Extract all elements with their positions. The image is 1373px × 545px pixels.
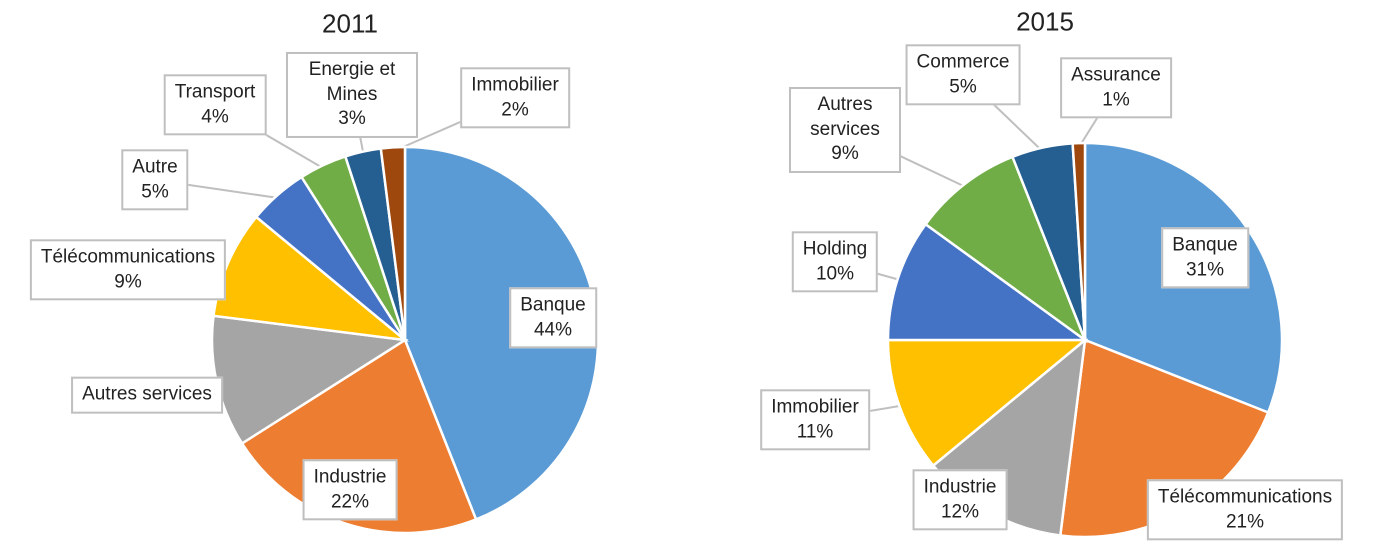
label-category: Industrie [313, 466, 387, 488]
data-label: Autres services 9% [789, 86, 901, 174]
label-category: Immobilier [771, 396, 859, 418]
label-value: 21% [1225, 511, 1265, 532]
label-value: 1% [1102, 89, 1130, 110]
label-category: Autres services [810, 93, 880, 140]
label-value: 22% [330, 491, 370, 512]
label-category: Immobilier [471, 74, 559, 96]
data-label: Commerce 5% [905, 44, 1021, 106]
label-category: Banque [1172, 234, 1238, 256]
data-label: Industrie 12% [912, 469, 1008, 531]
label-value: 9% [831, 143, 859, 165]
data-label: Holding 10% [791, 231, 879, 293]
label-value: 9% [114, 271, 142, 292]
label-category: Commerce [916, 51, 1010, 73]
label-category: Assurance [1071, 64, 1161, 86]
pie-slice [240, 338, 478, 535]
pie-slice [923, 155, 1088, 344]
data-label: Autre 5% [121, 149, 189, 211]
pie-slice [379, 145, 407, 341]
data-label: Télécommunications 9% [29, 239, 227, 301]
label-value: 31% [1185, 259, 1225, 280]
label-value: 10% [815, 263, 855, 284]
label-category: Holding [802, 238, 868, 260]
label-category: Télécommunications [40, 246, 216, 268]
pie-slice [886, 338, 1089, 468]
label-category: Industrie [923, 476, 997, 498]
data-label: Banque 31% [1161, 227, 1249, 289]
label-category: Télécommunications [1157, 486, 1333, 508]
label-category: Autres services [82, 383, 212, 405]
label-value: 5% [949, 76, 977, 97]
data-label: Assurance 1% [1060, 57, 1172, 119]
data-label: Transport 4% [163, 74, 267, 136]
label-category: Autre [132, 156, 178, 178]
label-value: 3% [338, 108, 366, 130]
label-value: 11% [796, 421, 834, 442]
label-category: Banque [520, 294, 586, 316]
chart-title: 2015 [1016, 6, 1074, 37]
label-category: Energie et Mines [308, 58, 396, 105]
label-value: 2% [501, 99, 529, 120]
data-label: Energie et Mines 3% [286, 51, 418, 139]
data-label: Immobilier 2% [460, 67, 570, 129]
data-label: Banque 44% [509, 287, 597, 349]
data-label: Immobilier 11% [760, 389, 870, 451]
data-label: Industrie 22% [302, 459, 398, 521]
data-label: Autres services [71, 376, 223, 414]
label-value: 12% [940, 501, 980, 522]
label-value: 5% [141, 181, 169, 202]
pie-slice [212, 215, 410, 342]
label-value: 4% [201, 106, 229, 127]
pie-slice [886, 222, 1089, 342]
chart-title: 2011 [322, 8, 378, 39]
data-label: Télécommunications 21% [1146, 479, 1344, 541]
pie-slice [1071, 141, 1087, 341]
label-category: Transport [174, 81, 256, 103]
label-value: 44% [533, 319, 573, 340]
